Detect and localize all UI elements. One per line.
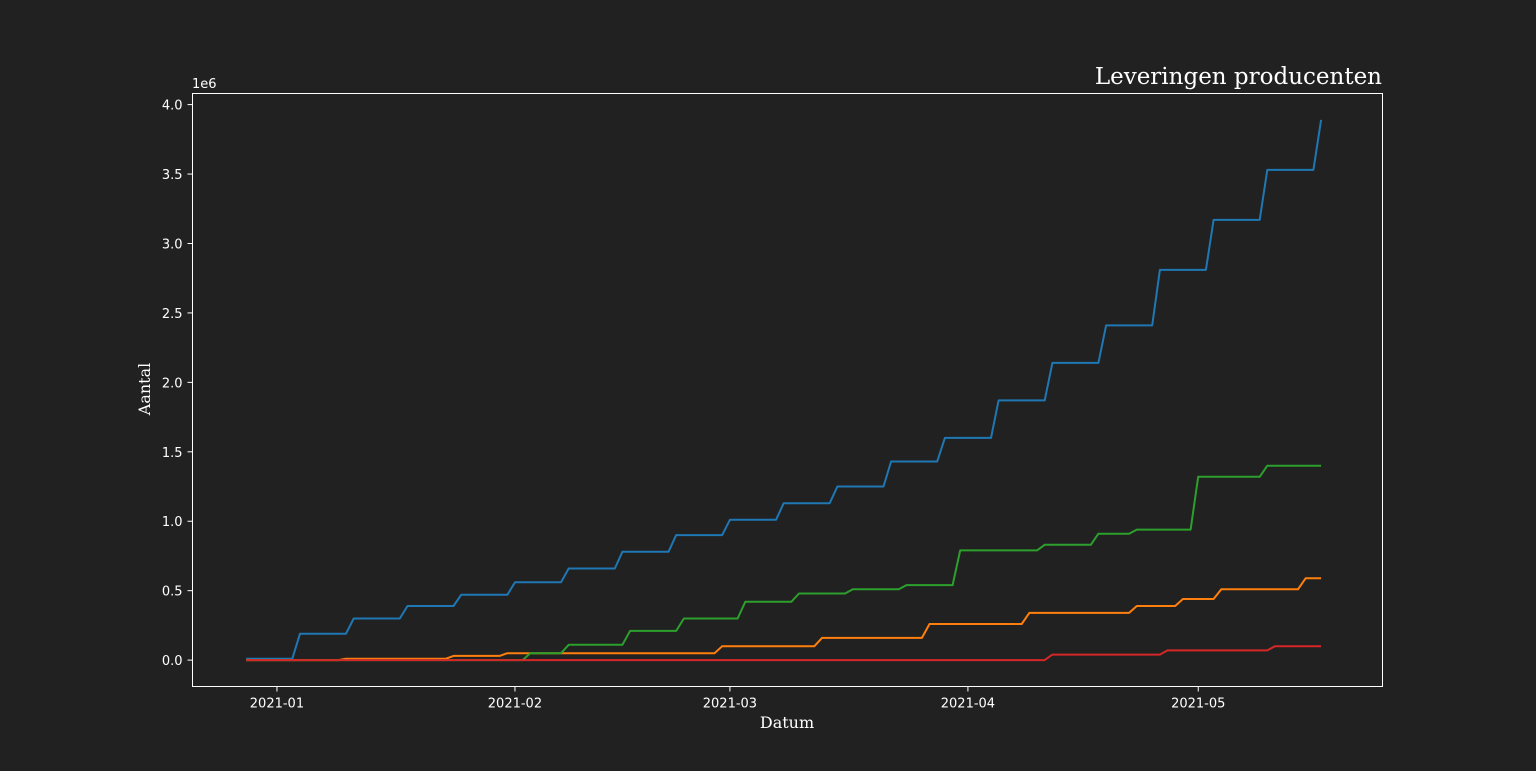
y-tick-label: 0.0 — [162, 654, 183, 669]
y-tick-label: 4.0 — [162, 99, 183, 114]
y-axis-label: Aantal — [135, 363, 154, 416]
x-axis-label: Datum — [760, 713, 814, 732]
y-tick-label: 3.5 — [162, 168, 183, 183]
y-tick-label: 2.0 — [162, 376, 183, 391]
series-line-1 — [246, 119, 1323, 660]
x-tick-label: 2021-02 — [488, 697, 542, 712]
y-tick-label: 1.0 — [162, 515, 183, 530]
chart-title: Leveringen producenten — [1095, 64, 1382, 90]
x-tick-label: 2021-03 — [703, 697, 757, 712]
x-tick-label: 2021-05 — [1171, 697, 1225, 712]
x-tick-label: 2021-04 — [941, 697, 995, 712]
series-line-2 — [246, 577, 1322, 662]
y-tick-label: 1.5 — [162, 446, 183, 461]
series-layer — [246, 119, 1323, 662]
series-line-3 — [246, 464, 1322, 662]
y-axis: 0.0 0.5 1.0 1.5 2.0 2.5 3.0 3.5 4.0 — [162, 99, 193, 669]
y-tick-label: 2.5 — [162, 307, 183, 322]
y-tick-label: 0.5 — [162, 585, 183, 600]
x-axis: 2021-01 2021-02 2021-03 2021-04 2021-05 — [250, 686, 1225, 712]
y-tick-label: 3.0 — [162, 237, 183, 252]
series-line-4 — [246, 645, 1322, 662]
plot-frame — [192, 93, 1383, 687]
x-tick-label: 2021-01 — [250, 697, 304, 712]
y-multiplier-label: 1e6 — [192, 77, 217, 92]
